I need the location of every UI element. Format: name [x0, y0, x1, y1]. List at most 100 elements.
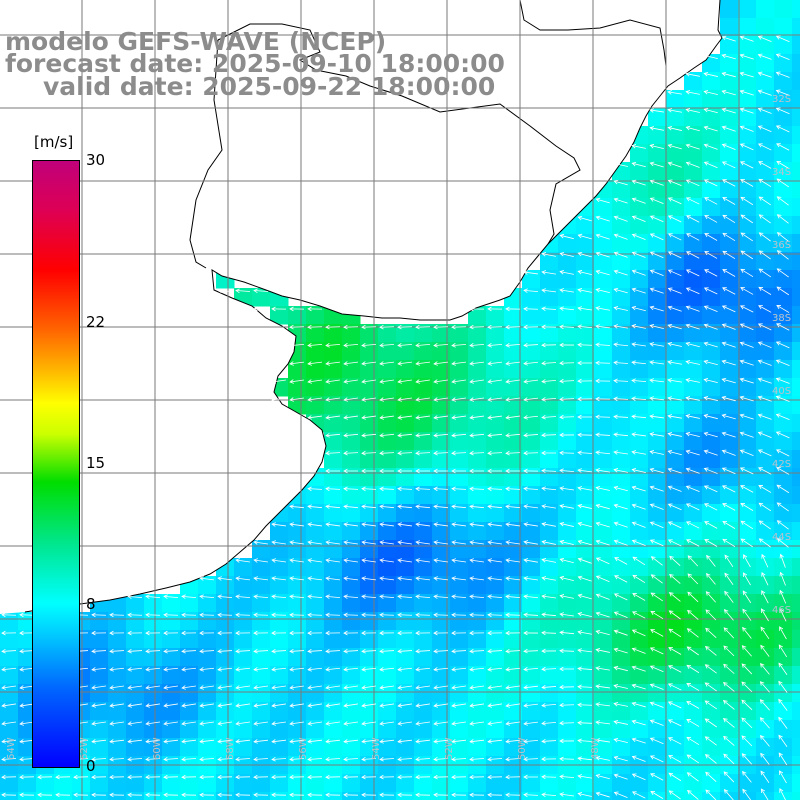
wind-arrow — [776, 214, 789, 224]
wind-arrow — [739, 359, 754, 366]
wind-arrow — [361, 540, 376, 545]
wind-arrow — [776, 323, 790, 331]
wind-arrow — [595, 521, 610, 528]
wind-arrow — [704, 718, 717, 728]
wind-arrow — [343, 739, 358, 744]
wind-arrow — [361, 468, 377, 474]
wind-arrow — [723, 771, 735, 783]
wind-arrow — [649, 342, 664, 347]
wind-arrow — [577, 450, 593, 455]
wind-arrow — [614, 557, 628, 565]
wind-arrow — [740, 485, 754, 493]
longitude-label: 56W — [298, 737, 309, 760]
longitude-label: 54W — [371, 737, 382, 760]
wind-arrow — [433, 685, 448, 690]
wind-arrow — [742, 626, 752, 639]
wind-arrow — [668, 628, 682, 638]
wind-arrow — [343, 343, 359, 348]
wind-arrow — [667, 251, 682, 259]
wind-arrow — [289, 685, 304, 690]
wind-arrow — [775, 71, 790, 78]
wind-arrow — [523, 612, 539, 618]
wind-arrow — [397, 739, 412, 744]
wind-arrow — [253, 540, 268, 545]
wind-arrow — [487, 667, 503, 672]
wind-arrow — [505, 774, 521, 780]
wind-arrow — [343, 504, 359, 509]
wind-arrow — [505, 612, 521, 618]
wind-arrow — [451, 667, 467, 672]
wind-arrow — [541, 685, 557, 690]
wind-arrow — [595, 756, 610, 761]
wind-arrow — [433, 648, 449, 654]
wind-arrow — [631, 305, 646, 312]
wind-arrow — [740, 232, 754, 242]
wind-arrow — [343, 468, 359, 474]
wind-arrow — [379, 433, 395, 438]
wind-arrow — [469, 757, 485, 762]
wind-arrow — [451, 576, 466, 581]
wind-arrow — [523, 792, 539, 798]
wind-arrow — [397, 576, 412, 581]
wind-arrow — [325, 667, 341, 672]
wind-arrow — [775, 53, 790, 60]
wind-arrow — [397, 540, 412, 545]
wind-arrow — [741, 699, 753, 711]
wind-arrow — [667, 179, 682, 186]
wind-arrow — [760, 608, 769, 622]
wind-arrow — [271, 540, 286, 545]
wind-arrow — [649, 126, 664, 131]
wind-arrow — [181, 594, 197, 599]
wind-arrow — [613, 378, 629, 384]
longitude-label: 62W — [79, 737, 90, 760]
wind-arrow — [469, 612, 485, 618]
wind-arrow — [199, 757, 215, 762]
wind-arrow — [523, 756, 539, 762]
wind-arrow — [740, 520, 754, 530]
wind-arrow — [541, 558, 556, 563]
wind-arrow — [779, 626, 787, 640]
wind-arrow — [577, 774, 592, 779]
wind-arrow — [559, 270, 574, 275]
wind-arrow — [487, 721, 502, 726]
wind-arrow — [687, 609, 699, 620]
wind-arrow — [685, 90, 700, 95]
wind-arrow — [523, 739, 539, 744]
wind-arrow — [740, 196, 754, 206]
wind-arrow — [613, 720, 628, 725]
wind-arrow — [253, 757, 269, 762]
wind-arrow — [397, 648, 413, 654]
wind-arrow — [199, 721, 214, 726]
wind-arrow — [541, 522, 556, 527]
wind-arrow — [469, 576, 484, 581]
wind-arrow — [760, 644, 770, 657]
wind-arrow — [685, 378, 700, 383]
wind-arrow — [181, 721, 196, 726]
wind-arrow — [325, 792, 341, 798]
latitude-label: 44S — [772, 532, 791, 543]
wind-arrow — [613, 647, 628, 654]
wind-arrow — [289, 721, 304, 726]
wind-arrow — [577, 756, 592, 761]
wind-arrow — [271, 522, 286, 527]
wind-arrow — [433, 397, 448, 402]
wind-arrow — [722, 269, 736, 277]
wind-arrow — [505, 433, 521, 438]
wind-arrow — [1, 792, 17, 798]
wind-arrow — [740, 268, 754, 278]
wind-arrow — [649, 323, 664, 329]
wind-arrow — [667, 161, 682, 168]
wind-arrow — [759, 699, 770, 711]
wind-arrow — [379, 576, 394, 581]
wind-arrow — [721, 107, 736, 114]
wind-arrow — [757, 449, 772, 457]
wind-arrow — [559, 414, 575, 420]
wind-arrow — [397, 703, 412, 708]
wind-arrow — [307, 757, 323, 762]
wind-arrow — [595, 233, 610, 240]
wind-arrow — [703, 161, 718, 169]
wind-arrow — [704, 233, 718, 241]
colorbar-tick-label: 0 — [86, 757, 96, 775]
wind-arrow — [541, 504, 556, 509]
wind-arrow — [723, 663, 735, 674]
